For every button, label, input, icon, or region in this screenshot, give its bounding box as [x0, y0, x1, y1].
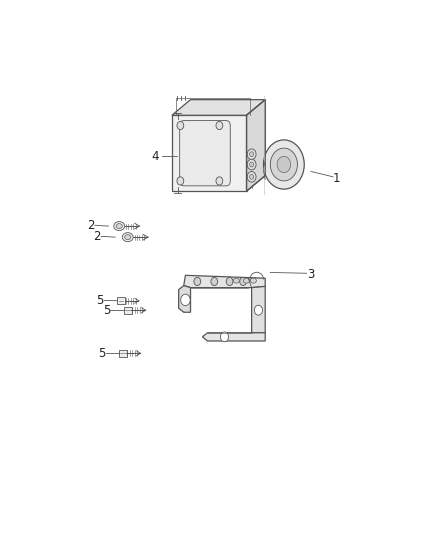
- Polygon shape: [264, 95, 265, 195]
- FancyBboxPatch shape: [180, 120, 230, 186]
- Circle shape: [220, 332, 229, 342]
- Text: 1: 1: [333, 172, 340, 185]
- Circle shape: [240, 277, 247, 286]
- Circle shape: [216, 177, 223, 185]
- Circle shape: [247, 172, 256, 182]
- Text: 2: 2: [93, 230, 101, 243]
- Circle shape: [211, 277, 218, 286]
- Circle shape: [216, 122, 223, 130]
- Text: 5: 5: [102, 304, 110, 317]
- Polygon shape: [184, 276, 265, 288]
- Ellipse shape: [244, 278, 250, 283]
- Polygon shape: [172, 100, 265, 115]
- Circle shape: [264, 140, 304, 189]
- FancyBboxPatch shape: [124, 306, 132, 314]
- Ellipse shape: [250, 278, 256, 283]
- Circle shape: [177, 177, 184, 185]
- Circle shape: [194, 277, 201, 286]
- Text: 5: 5: [98, 347, 105, 360]
- Polygon shape: [247, 100, 265, 191]
- Polygon shape: [179, 286, 191, 312]
- Circle shape: [247, 149, 256, 159]
- Circle shape: [277, 156, 291, 173]
- Polygon shape: [251, 286, 265, 333]
- Ellipse shape: [125, 235, 131, 240]
- Circle shape: [250, 174, 254, 179]
- FancyBboxPatch shape: [117, 297, 125, 304]
- Circle shape: [177, 122, 184, 130]
- Text: 2: 2: [87, 219, 94, 232]
- Ellipse shape: [116, 224, 122, 229]
- Ellipse shape: [233, 278, 240, 283]
- Text: 3: 3: [307, 268, 315, 281]
- Circle shape: [250, 152, 254, 157]
- FancyBboxPatch shape: [119, 350, 127, 357]
- Polygon shape: [172, 115, 247, 191]
- Ellipse shape: [114, 222, 125, 231]
- Text: 5: 5: [96, 294, 104, 307]
- Circle shape: [254, 305, 262, 315]
- Circle shape: [247, 159, 256, 170]
- Circle shape: [270, 148, 297, 181]
- Ellipse shape: [122, 232, 133, 241]
- Circle shape: [226, 277, 233, 286]
- Text: 4: 4: [151, 150, 159, 163]
- Circle shape: [250, 162, 254, 167]
- Circle shape: [181, 294, 190, 306]
- Polygon shape: [202, 333, 265, 341]
